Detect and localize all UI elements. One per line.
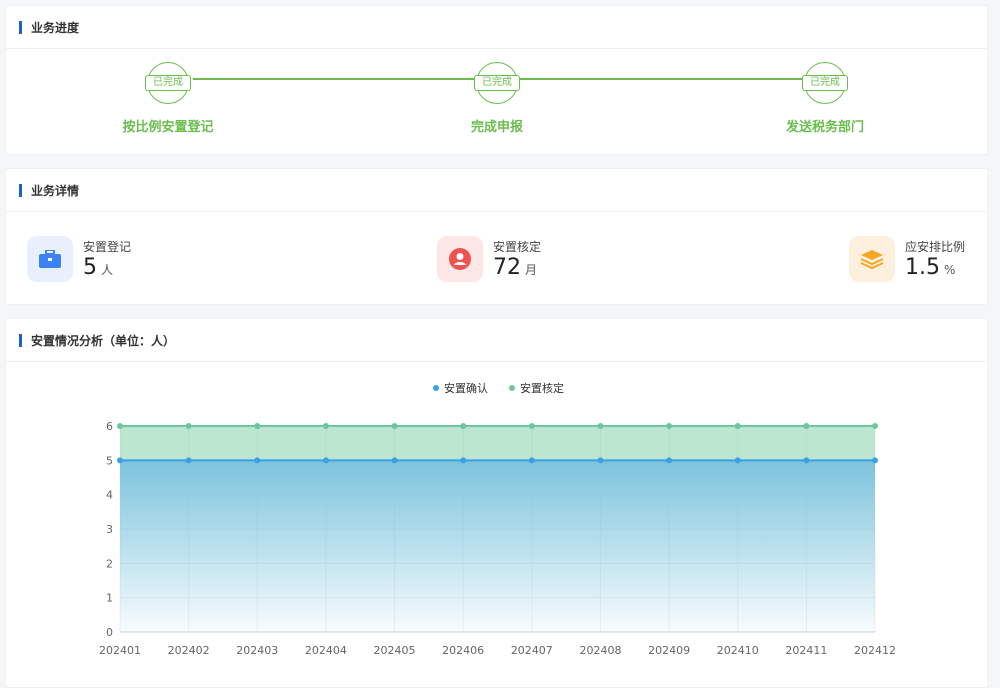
y-tick-label: 4: [106, 489, 113, 502]
briefcase-icon: [27, 236, 73, 282]
area-approve: [120, 426, 875, 461]
stat-registration: 安置登记 5 人: [27, 236, 131, 282]
details-title: 业务详情: [31, 183, 80, 198]
data-point: [872, 423, 878, 429]
x-tick-label: 202411: [785, 644, 827, 657]
x-tick-label: 202401: [99, 644, 141, 657]
x-tick-label: 202403: [236, 644, 278, 657]
x-tick-label: 202408: [579, 644, 621, 657]
stat-approval: 安置核定 72 月: [437, 236, 541, 282]
progress-connector: [520, 78, 803, 80]
area-confirm: [120, 460, 875, 632]
data-point: [460, 457, 467, 464]
y-tick-label: 3: [106, 523, 113, 536]
data-point: [117, 423, 123, 429]
data-point: [872, 457, 878, 464]
data-point: [322, 423, 329, 429]
step-1: 已完成 按比例安置登记: [88, 62, 248, 135]
details-card: 业务详情: [5, 168, 988, 305]
x-tick-label: 202412: [854, 644, 896, 657]
data-point: [460, 423, 467, 429]
completed-stamp-icon: 已完成: [145, 62, 191, 104]
analysis-title: 安置情况分析（单位：人）: [31, 333, 176, 348]
data-point: [734, 423, 741, 429]
x-tick-label: 202405: [374, 644, 416, 657]
data-point: [322, 457, 329, 464]
data-point: [185, 457, 192, 464]
data-point: [803, 423, 810, 429]
data-point: [597, 457, 604, 464]
data-point: [666, 457, 673, 464]
data-point: [528, 457, 535, 464]
x-tick-label: 202409: [648, 644, 690, 657]
data-point: [254, 423, 261, 429]
y-tick-label: 6: [106, 420, 113, 433]
data-point: [803, 457, 810, 464]
data-point: [528, 423, 535, 429]
stat-ratio: 应安排比例 1.5%: [849, 236, 965, 282]
data-point: [597, 423, 604, 429]
data-point: [117, 457, 123, 464]
progress-title: 业务进度: [31, 20, 80, 35]
y-tick-label: 2: [106, 557, 113, 570]
x-tick-label: 202407: [511, 644, 553, 657]
completed-stamp-icon: 已完成: [474, 62, 520, 104]
legend-item-confirm[interactable]: 安置确认: [433, 380, 488, 396]
legend-item-approve[interactable]: 安置核定: [509, 380, 564, 396]
x-tick-label: 202410: [717, 644, 759, 657]
x-tick-label: 202406: [442, 644, 484, 657]
layers-icon: [849, 236, 895, 282]
step-2: 已完成 完成申报: [417, 62, 577, 135]
y-tick-label: 5: [106, 454, 113, 467]
progress-connector: [193, 78, 474, 80]
data-point: [185, 423, 192, 429]
user-icon: [437, 236, 483, 282]
y-tick-label: 0: [106, 626, 113, 639]
data-point: [391, 457, 398, 464]
x-tick-label: 202402: [168, 644, 210, 657]
step-3: 已完成 发送税务部门: [745, 62, 905, 135]
data-point: [254, 457, 261, 464]
y-tick-label: 1: [106, 592, 113, 605]
data-point: [391, 423, 398, 429]
data-point: [666, 423, 673, 429]
completed-stamp-icon: 已完成: [802, 62, 848, 104]
data-point: [734, 457, 741, 464]
x-tick-label: 202404: [305, 644, 347, 657]
